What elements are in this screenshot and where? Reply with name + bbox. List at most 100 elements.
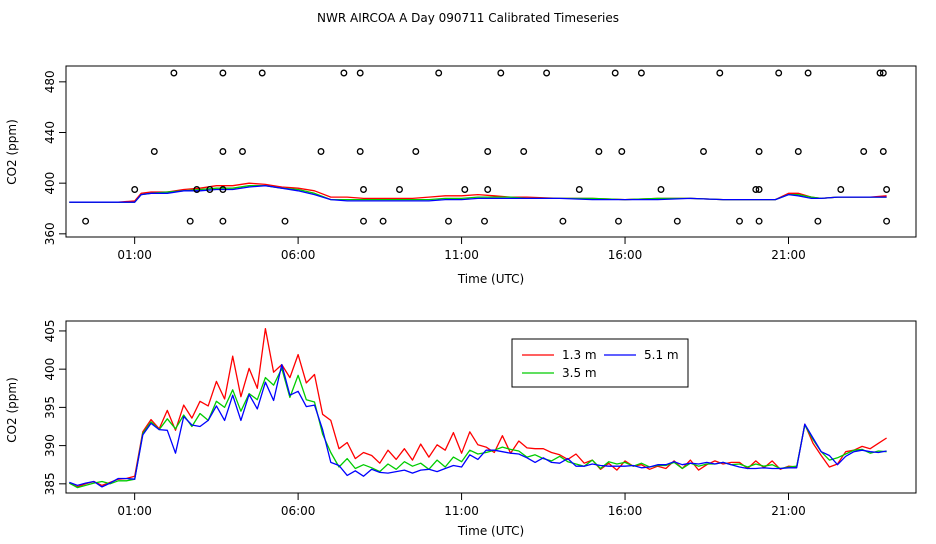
- top-x-tick-label: 21:00: [771, 248, 806, 262]
- top-x-axis: 01:00 06:00 11:00 16:00 21:00: [117, 236, 806, 262]
- top-data-point: [700, 148, 707, 155]
- top-data-point: [379, 217, 387, 225]
- top-series-lines: [69, 182, 887, 203]
- chart-legend: 1.3 m 3.5 m 5.1 m: [511, 338, 689, 388]
- top-data-point: [794, 148, 802, 155]
- top-x-tick-label: 06:00: [281, 248, 316, 262]
- bottom-y-tick-label: 390: [43, 434, 57, 457]
- top-y-axis-label: CO2 (ppm): [5, 119, 19, 185]
- top-data-point: [445, 217, 452, 225]
- top-data-point: [611, 69, 619, 77]
- bottom-x-tick-label: 06:00: [281, 504, 316, 518]
- top-data-point: [356, 69, 364, 77]
- bottom-series-line-3-5-m: [68, 367, 887, 489]
- top-points-layer: [82, 69, 891, 225]
- bottom-panel: 01:00 06:00 11:00 16:00 21:00 385 390 395 400 40…: [5, 319, 917, 538]
- top-data-point: [82, 217, 90, 225]
- top-data-point: [281, 217, 289, 225]
- top-data-point: [170, 69, 178, 77]
- top-data-point: [396, 186, 403, 193]
- top-data-point: [755, 148, 763, 155]
- top-x-axis-label: Time (UTC): [457, 272, 524, 286]
- bottom-y-axis-label: CO2 (ppm): [5, 377, 19, 443]
- top-y-tick-label: 480: [43, 70, 57, 93]
- legend-label-1-3m: 1.3 m: [562, 348, 597, 362]
- bottom-y-tick-label: 395: [43, 396, 57, 419]
- top-data-point: [755, 186, 763, 193]
- legend-box: [511, 338, 689, 388]
- bottom-x-tick-label: 21:00: [771, 504, 806, 518]
- top-data-point: [595, 148, 603, 155]
- top-data-point: [193, 186, 201, 193]
- top-data-point: [804, 69, 812, 77]
- top-data-point: [131, 186, 139, 193]
- top-data-point: [615, 217, 622, 225]
- top-data-point: [219, 69, 227, 77]
- top-data-point: [219, 217, 227, 225]
- top-data-point: [883, 186, 891, 193]
- top-panel: 01:00 06:00 11:00 16:00 21:00 360 400 440 480 T…: [5, 65, 917, 286]
- top-y-tick-label: 400: [43, 172, 57, 195]
- top-data-point: [755, 217, 763, 225]
- top-x-tick-label: 01:00: [117, 248, 152, 262]
- bottom-x-axis: 01:00 06:00 11:00 16:00 21:00: [117, 492, 806, 518]
- top-data-point: [435, 69, 443, 77]
- top-data-point: [497, 69, 505, 77]
- top-data-point: [657, 186, 665, 193]
- bottom-series-lines: [68, 327, 887, 489]
- top-data-point: [814, 217, 822, 225]
- bottom-x-axis-label: Time (UTC): [457, 524, 524, 538]
- top-y-tick-label: 360: [43, 222, 57, 245]
- bottom-series-line-5-1-m: [69, 363, 887, 488]
- top-data-point: [879, 148, 887, 155]
- bottom-y-axis: 385 390 395 400 405: [43, 319, 67, 495]
- top-data-point: [736, 217, 743, 225]
- top-data-point: [618, 148, 626, 155]
- top-series-line-5-1-m: [69, 185, 887, 203]
- top-data-point: [356, 148, 364, 155]
- top-data-point: [360, 186, 367, 193]
- bottom-y-tick-label: 405: [43, 319, 57, 342]
- bottom-x-tick-label: 16:00: [608, 504, 643, 518]
- top-data-point: [481, 217, 488, 225]
- bottom-x-tick-label: 11:00: [444, 504, 479, 518]
- top-data-point: [543, 69, 551, 77]
- top-data-point: [186, 217, 194, 225]
- top-data-point: [716, 69, 724, 77]
- top-x-tick-label: 11:00: [444, 248, 479, 262]
- top-data-point: [883, 217, 891, 225]
- top-data-point: [412, 148, 420, 155]
- top-data-point: [673, 217, 681, 225]
- top-data-point: [484, 148, 492, 155]
- top-data-point: [837, 186, 845, 193]
- bottom-x-tick-label: 01:00: [117, 504, 152, 518]
- bottom-series-line-1-3-m: [69, 327, 887, 488]
- top-data-point: [461, 186, 469, 193]
- top-data-point: [775, 69, 783, 77]
- legend-label-3-5m: 3.5 m: [562, 366, 597, 380]
- top-data-point: [258, 69, 266, 77]
- top-data-point: [879, 69, 887, 77]
- top-data-point: [752, 186, 760, 193]
- top-data-point: [637, 69, 645, 77]
- top-data-point: [219, 148, 227, 155]
- top-data-point: [239, 148, 246, 155]
- top-data-point: [219, 186, 227, 193]
- top-data-point: [340, 69, 348, 77]
- top-data-point: [559, 217, 567, 225]
- top-data-point: [317, 148, 325, 155]
- top-data-point: [860, 148, 868, 155]
- bottom-y-tick-label: 385: [43, 472, 57, 495]
- top-data-point: [206, 186, 214, 193]
- top-data-point: [575, 186, 583, 193]
- top-y-axis: 360 400 440 480: [43, 70, 67, 245]
- top-y-tick-label: 440: [43, 121, 57, 144]
- top-data-point: [360, 217, 367, 225]
- chart-title: NWR AIRCOA A Day 090711 Calibrated Times…: [317, 11, 619, 25]
- top-data-point: [876, 69, 884, 77]
- top-x-tick-label: 16:00: [608, 248, 643, 262]
- top-data-point: [150, 148, 158, 155]
- bottom-y-tick-label: 400: [43, 358, 57, 381]
